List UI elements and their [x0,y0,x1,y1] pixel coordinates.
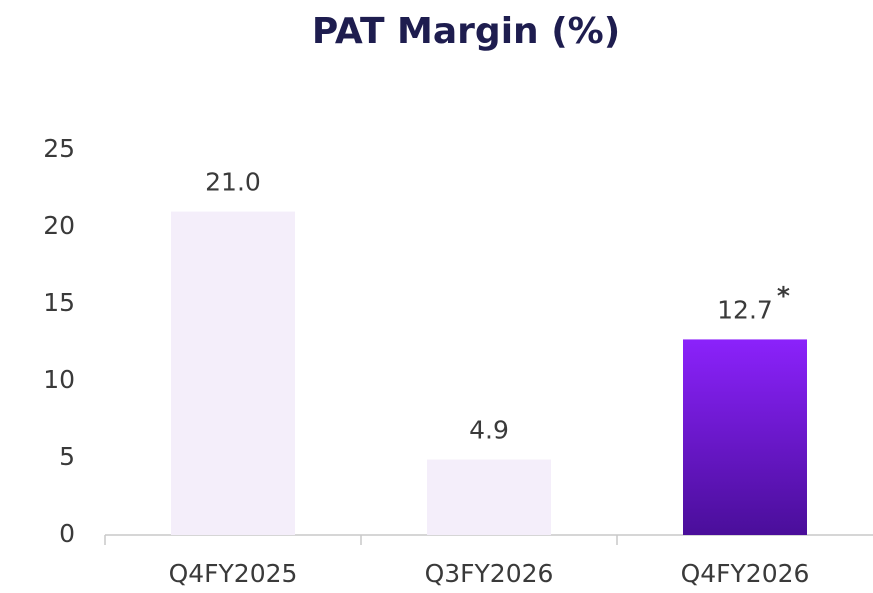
y-tick-label: 15 [43,288,75,317]
y-tick-label: 5 [59,442,75,471]
bar [427,459,551,535]
bar [171,211,295,535]
y-tick-label: 10 [43,365,75,394]
y-tick-label: 0 [59,519,75,548]
y-tick-label: 20 [43,211,75,240]
value-label: 4.9 [469,416,509,445]
x-tick-label: Q4FY2026 [681,559,810,588]
annotation: * [777,281,790,310]
x-tick-label: Q3FY2026 [425,559,554,588]
value-label: 21.0 [205,168,261,197]
value-label: 12.7 [717,295,773,324]
bar [683,339,807,535]
chart-title: PAT Margin (%) [312,11,620,52]
y-tick-label: 25 [43,134,75,163]
x-tick-label: Q4FY2025 [169,559,298,588]
